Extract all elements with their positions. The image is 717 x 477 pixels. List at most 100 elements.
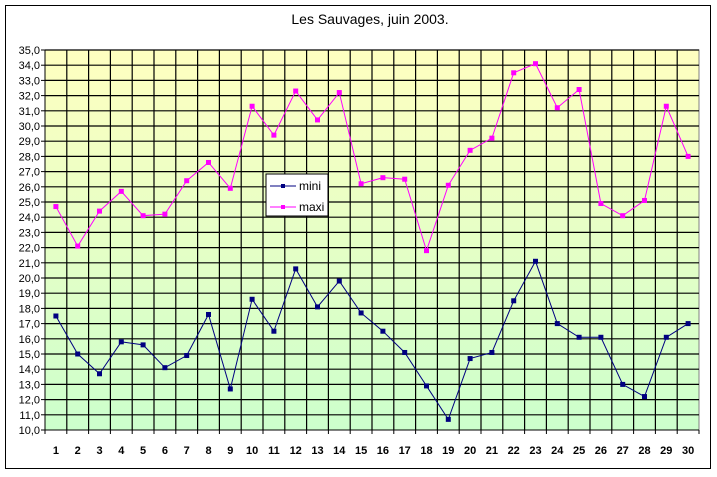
x-tick-label: 1 bbox=[53, 445, 59, 457]
x-tick-label: 21 bbox=[486, 445, 498, 457]
point-mini bbox=[118, 339, 124, 345]
x-tick-label: 6 bbox=[162, 445, 168, 457]
point-mini bbox=[554, 321, 560, 327]
point-mini bbox=[184, 353, 190, 359]
y-tick-label: 24,0 bbox=[19, 212, 40, 224]
point-maxi bbox=[663, 103, 669, 109]
x-tick-label: 24 bbox=[551, 445, 564, 457]
chart-frame bbox=[5, 5, 711, 469]
point-maxi bbox=[53, 204, 59, 210]
point-maxi bbox=[336, 90, 342, 96]
y-tick-label: 12,0 bbox=[19, 395, 40, 407]
y-tick-label: 29,0 bbox=[19, 136, 40, 148]
y-tick-label: 27,0 bbox=[19, 167, 40, 179]
y-tick-label: 22,0 bbox=[19, 243, 40, 255]
x-tick-label: 9 bbox=[227, 445, 233, 457]
x-tick-label: 30 bbox=[682, 445, 694, 457]
y-tick-label: 34,0 bbox=[19, 60, 40, 72]
x-tick-label: 26 bbox=[595, 445, 607, 457]
y-tick-label: 23,0 bbox=[19, 227, 40, 239]
series bbox=[53, 61, 691, 422]
point-maxi bbox=[533, 61, 538, 67]
y-tick-label: 32,0 bbox=[19, 91, 40, 103]
point-mini bbox=[336, 278, 342, 284]
point-maxi bbox=[75, 243, 81, 249]
point-mini bbox=[358, 310, 364, 316]
x-tick-label: 25 bbox=[573, 445, 585, 457]
series-line-mini bbox=[55, 260, 689, 421]
point-mini bbox=[424, 383, 429, 389]
legend: mini maxi bbox=[265, 173, 329, 217]
x-tick-label: 16 bbox=[377, 445, 389, 457]
y-tick-label: 20,0 bbox=[19, 273, 40, 285]
point-mini bbox=[598, 334, 604, 340]
point-maxi bbox=[576, 87, 582, 93]
x-tick-label: 17 bbox=[399, 445, 411, 457]
grid bbox=[45, 49, 699, 430]
point-mini bbox=[140, 342, 146, 348]
x-tick-label: 23 bbox=[529, 445, 541, 457]
point-mini bbox=[271, 328, 277, 334]
y-tick-label: 17,0 bbox=[19, 319, 40, 331]
y-tick-label: 13,0 bbox=[19, 379, 40, 391]
point-maxi bbox=[598, 201, 604, 207]
x-tick-label: 14 bbox=[333, 445, 346, 457]
point-mini bbox=[249, 296, 255, 302]
point-maxi bbox=[293, 88, 299, 94]
y-tick-label: 35,0 bbox=[19, 45, 40, 57]
point-mini bbox=[227, 386, 233, 392]
point-maxi bbox=[184, 178, 190, 184]
point-maxi bbox=[140, 213, 146, 219]
x-tick-label: 3 bbox=[96, 445, 102, 457]
point-maxi bbox=[380, 175, 386, 181]
point-mini bbox=[467, 356, 473, 362]
point-maxi bbox=[620, 213, 626, 219]
point-mini bbox=[293, 266, 299, 272]
point-mini bbox=[685, 321, 691, 327]
legend-mini-label: mini bbox=[299, 179, 321, 193]
point-maxi bbox=[315, 117, 320, 123]
y-tick-label: 30,0 bbox=[19, 121, 40, 133]
x-tick-label: 10 bbox=[246, 445, 258, 457]
legend-maxi-label: maxi bbox=[299, 200, 324, 214]
y-tick-label: 10,0 bbox=[19, 425, 40, 437]
x-tick-label: 29 bbox=[660, 445, 672, 457]
x-tick-label: 4 bbox=[118, 445, 125, 457]
x-tick-label: 5 bbox=[140, 445, 146, 457]
point-mini bbox=[533, 258, 538, 264]
point-maxi bbox=[271, 132, 277, 138]
y-tick-label: 19,0 bbox=[19, 288, 40, 300]
point-maxi bbox=[511, 70, 517, 76]
point-mini bbox=[206, 311, 211, 317]
point-maxi bbox=[642, 197, 647, 203]
axes: 10,0 11,0 12,0 13,0 14,0 15,0 16,0 17,0 18,0 19,0… bbox=[19, 45, 700, 457]
x-tick-label: 2 bbox=[75, 445, 81, 457]
point-mini bbox=[162, 365, 168, 371]
y-tick-label: 33,0 bbox=[19, 75, 40, 87]
x-tick-label: 18 bbox=[420, 445, 432, 457]
legend-mini-marker bbox=[281, 184, 285, 188]
x-tick-label: 15 bbox=[355, 445, 367, 457]
point-mini bbox=[642, 394, 647, 400]
y-tick-label: 31,0 bbox=[19, 106, 40, 118]
point-mini bbox=[53, 313, 59, 319]
point-maxi bbox=[358, 181, 364, 187]
point-mini bbox=[511, 298, 517, 304]
point-maxi bbox=[554, 105, 560, 111]
point-mini bbox=[620, 381, 626, 387]
y-tick-label: 11,0 bbox=[19, 410, 40, 422]
point-mini bbox=[402, 349, 408, 355]
point-maxi bbox=[249, 103, 255, 109]
x-tick-label: 8 bbox=[205, 445, 211, 457]
y-tick-label: 26,0 bbox=[19, 182, 40, 194]
x-tick-label: 7 bbox=[184, 445, 190, 457]
y-tick-label: 28,0 bbox=[19, 151, 40, 163]
y-tick-label: 14,0 bbox=[19, 364, 40, 376]
point-mini bbox=[576, 334, 582, 340]
point-maxi bbox=[97, 208, 102, 214]
series-line-maxi bbox=[55, 63, 689, 253]
point-mini bbox=[445, 416, 451, 422]
x-tick-label: 27 bbox=[617, 445, 629, 457]
chart-title: Les Sauvages, juin 2003. bbox=[291, 11, 448, 27]
